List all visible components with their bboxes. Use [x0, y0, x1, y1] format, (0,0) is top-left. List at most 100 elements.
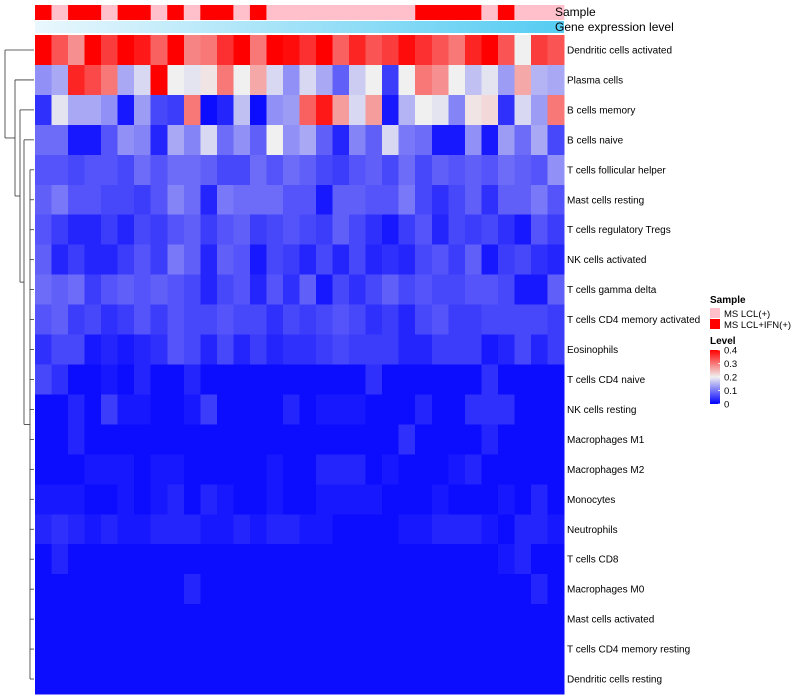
heatmap-cell	[249, 394, 267, 425]
heatmap-cell	[84, 364, 102, 395]
heatmap-cell	[51, 424, 69, 455]
heatmap-cell	[200, 664, 218, 695]
heatmap-cell	[415, 35, 433, 66]
heatmap-cell	[448, 424, 466, 455]
heatmap-cell	[547, 154, 565, 186]
heatmap-cell	[84, 94, 102, 126]
row-dendrogram	[4, 49, 34, 680]
heatmap-cell	[365, 274, 383, 305]
heatmap-cell	[150, 544, 168, 575]
row-label: Macrophages M0	[567, 585, 645, 596]
heatmap-cell	[530, 514, 548, 545]
heatmap-cell	[382, 64, 400, 96]
heatmap-cell	[497, 664, 515, 695]
heatmap-cell	[266, 124, 284, 156]
heatmap-cell	[282, 154, 300, 186]
heatmap-cell	[266, 544, 284, 575]
heatmap-cell	[150, 574, 168, 605]
heatmap-cell	[464, 124, 482, 156]
heatmap-cell	[101, 334, 119, 365]
heatmap-cell	[84, 544, 102, 575]
heatmap-cell	[68, 364, 85, 395]
heatmap-cell	[51, 64, 69, 96]
legend-label-ms-lcl: MS LCL(+)	[724, 309, 770, 320]
heatmap-cell	[183, 214, 201, 246]
heatmap-cell	[216, 484, 234, 515]
row-labels: Dendritic cells activated Plasma cells B c…	[567, 46, 700, 686]
heatmap-cell	[233, 35, 251, 66]
heatmap-cell	[349, 544, 367, 575]
heatmap-cell	[216, 214, 234, 246]
heatmap-cell	[547, 484, 565, 515]
heatmap-cell	[117, 304, 135, 335]
sample-annotation-cell	[464, 5, 482, 20]
heatmap-cell	[101, 664, 119, 695]
heatmap-cell	[497, 124, 515, 156]
level-legend-title: Level	[710, 336, 736, 347]
heatmap-cell	[514, 484, 532, 515]
heatmap-cell	[35, 214, 52, 246]
heatmap-cell	[282, 424, 300, 455]
heatmap-cell	[150, 214, 168, 246]
heatmap-cell	[134, 35, 152, 66]
heatmap-cell	[481, 604, 499, 635]
heatmap-cell	[481, 334, 499, 365]
row-label: Dendritic cells activated	[567, 46, 672, 57]
heatmap-cell	[431, 35, 449, 66]
heatmap-cell	[365, 154, 383, 186]
sample-annotation-cell	[167, 5, 185, 20]
heatmap-cell	[382, 544, 400, 575]
heatmap-cell	[84, 184, 102, 216]
heatmap-cell	[200, 244, 218, 276]
heatmap-cell	[200, 634, 218, 665]
heatmap-cell	[68, 35, 85, 66]
heatmap-cell	[547, 304, 565, 335]
heatmap-cell	[167, 124, 185, 156]
heatmap-cell	[216, 514, 234, 545]
heatmap-cell	[216, 664, 234, 695]
heatmap-cell	[51, 94, 69, 126]
heatmap-cell	[35, 574, 52, 605]
heatmap-cell	[117, 514, 135, 545]
heatmap-cell	[382, 364, 400, 395]
heatmap-cell	[382, 154, 400, 186]
heatmap-cell	[299, 574, 317, 605]
heatmap-cell	[117, 664, 135, 695]
heatmap-cell	[547, 244, 565, 276]
heatmap-cell	[35, 664, 52, 695]
heatmap-cell	[415, 484, 433, 515]
heatmap-cell	[398, 124, 416, 156]
heatmap-cell	[84, 304, 102, 335]
heatmap-cell	[233, 364, 251, 395]
heatmap-cell	[448, 64, 466, 96]
heatmap-cell	[84, 484, 102, 515]
heatmap-cell	[117, 574, 135, 605]
heatmap-cell	[514, 124, 532, 156]
sample-annotation-cell	[415, 5, 433, 20]
heatmap-cell	[233, 154, 251, 186]
heatmap-cell	[481, 154, 499, 186]
heatmap-cell	[101, 484, 119, 515]
heatmap-cell	[35, 184, 52, 216]
heatmap-cell	[134, 454, 152, 485]
heatmap-cell	[398, 334, 416, 365]
heatmap-cell	[547, 94, 565, 126]
heatmap-cell	[84, 634, 102, 665]
heatmap-cell	[150, 424, 168, 455]
heatmap-cell	[84, 64, 102, 96]
heatmap-cell	[431, 574, 449, 605]
heatmap-cell	[464, 604, 482, 635]
heatmap-cell	[101, 604, 119, 635]
heatmap-cell	[117, 184, 135, 216]
heatmap-cell	[481, 574, 499, 605]
heatmap-cell	[183, 664, 201, 695]
heatmap-cell	[249, 364, 267, 395]
heatmap-cell	[497, 64, 515, 96]
heatmap-cell	[282, 664, 300, 695]
heatmap-cell	[431, 364, 449, 395]
heatmap-cell	[51, 124, 69, 156]
sample-annotation-cell	[282, 5, 300, 20]
heatmap-cell	[299, 154, 317, 186]
heatmap-cell	[431, 514, 449, 545]
